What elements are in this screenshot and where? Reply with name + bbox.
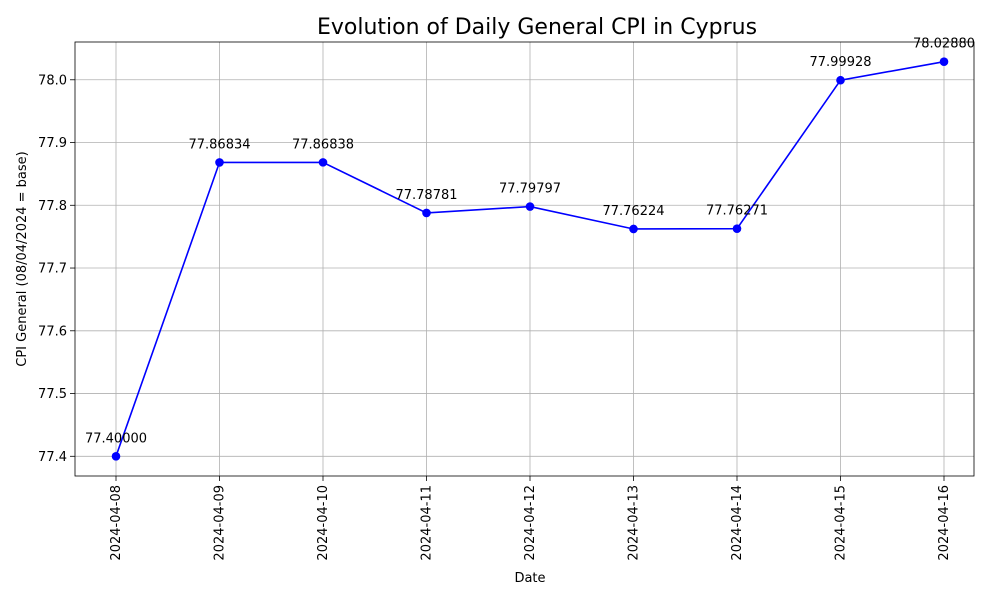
y-tick-label: 77.5 (38, 387, 67, 402)
data-point (215, 158, 224, 167)
data-point (422, 208, 431, 218)
data-label: 78.02880 (913, 37, 975, 52)
y-tick-label: 77.6 (38, 324, 67, 339)
plot-frame (74, 41, 975, 477)
data-point (111, 451, 121, 461)
data-point (318, 158, 328, 167)
x-tick-label: 2024-04-15 (834, 485, 849, 561)
data-label: 77.86838 (292, 137, 354, 152)
data-label: 77.40000 (85, 431, 147, 446)
data-point (939, 57, 949, 67)
x-tick-label: 2024-04-16 (937, 485, 952, 561)
y-tick-label: 77.7 (38, 262, 67, 277)
x-tick-label: 2024-04-12 (523, 485, 538, 561)
x-axis-title: Date (514, 571, 545, 586)
x-tick-label: 2024-04-10 (316, 485, 331, 561)
x-tick-label: 2024-04-08 (109, 485, 124, 561)
data-label-layer: 77.40000 77.86834 77.86838 77.78781 77.79797… (85, 37, 975, 447)
data-label: 77.76224 (602, 204, 664, 219)
data-label: 77.78781 (395, 188, 457, 203)
x-tick-label: 2024-04-13 (627, 485, 642, 561)
data-point (836, 75, 845, 85)
chart-title: Evolution of Daily General CPI in Cyprus (317, 15, 757, 40)
y-tick-label: 78.0 (38, 73, 67, 88)
y-axis-title: CPI General (08/04/2024 = base) (15, 151, 30, 366)
y-tick-label: 77.8 (38, 199, 67, 214)
x-tick-label: 2024-04-11 (420, 485, 435, 561)
x-tick-label: 2024-04-09 (213, 485, 228, 561)
data-label: 77.76271 (706, 204, 768, 219)
tick-layer: 2024-04-08 2024-04-09 2024-04-10 2024-04-11… (38, 73, 952, 560)
data-label: 77.99928 (809, 55, 871, 70)
data-label: 77.86834 (188, 137, 250, 152)
grid-layer (75, 42, 974, 476)
data-point (525, 202, 535, 211)
data-point (629, 224, 638, 234)
data-point (732, 224, 742, 233)
data-label: 77.79797 (499, 182, 561, 197)
y-tick-label: 77.4 (38, 450, 67, 465)
series-layer (111, 57, 949, 461)
x-tick-label: 2024-04-14 (730, 485, 745, 561)
y-tick-label: 77.9 (38, 136, 67, 151)
